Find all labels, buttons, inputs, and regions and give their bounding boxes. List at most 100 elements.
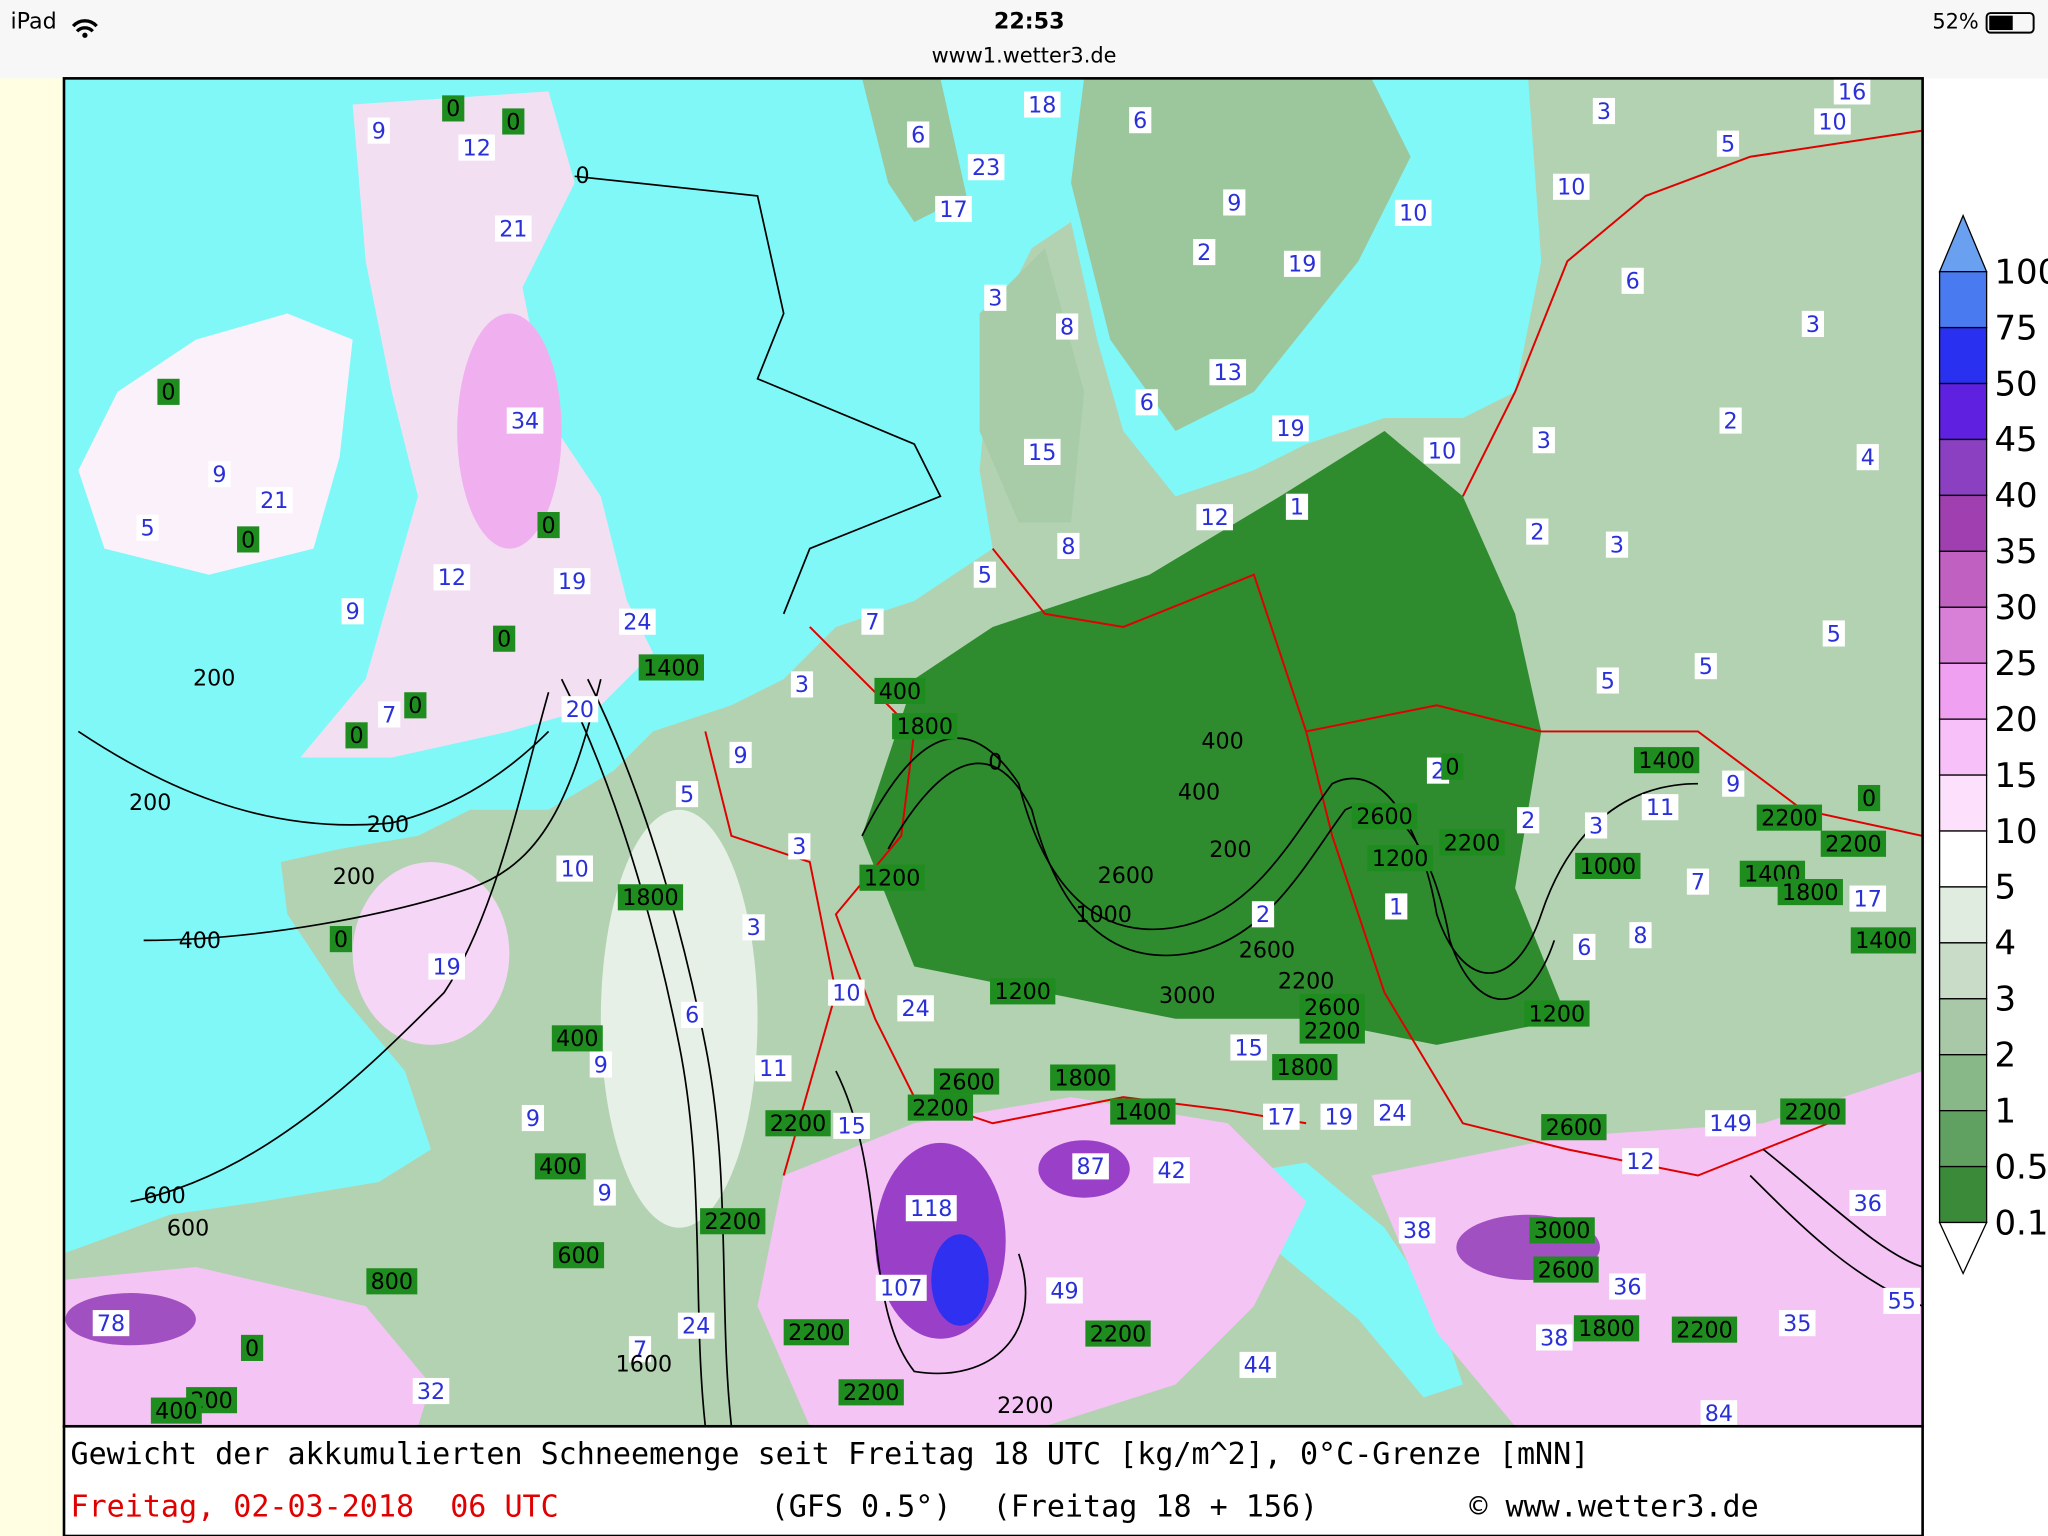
- snow-label: 7: [633, 1337, 647, 1363]
- snow-label: 8: [1633, 923, 1647, 949]
- snow-label-box: [1778, 1310, 1816, 1337]
- contour-label: 3000: [1534, 1218, 1590, 1244]
- isoline-label: 400: [1178, 779, 1220, 805]
- contour-label-box: [1351, 803, 1418, 830]
- legend-label: 40: [1994, 476, 2037, 516]
- snow-label: 34: [511, 408, 539, 434]
- contour-label-box: [150, 1397, 202, 1424]
- snow-label-box: [1596, 667, 1619, 694]
- contour-label-box: [1575, 852, 1641, 880]
- contour-label-box: [1777, 879, 1843, 906]
- snow-label: 3: [988, 286, 1002, 312]
- legend-swatch: [1938, 550, 1988, 608]
- snow-label-box: [1584, 812, 1608, 839]
- snow-label-box: [1223, 189, 1246, 216]
- snow-label: 20: [566, 697, 594, 723]
- snow-label: 12: [1626, 1149, 1654, 1175]
- snow-label: 10: [832, 980, 860, 1006]
- legend-label: 1: [1994, 1091, 2016, 1131]
- legend-label: 30: [1994, 588, 2037, 628]
- snow-label-box: [1057, 532, 1080, 560]
- snow-label-box: [1398, 1217, 1436, 1244]
- snow-label-box: [1196, 504, 1233, 531]
- legend-label: 5: [1994, 868, 2016, 908]
- contour-label-box: [700, 1208, 766, 1235]
- isoline-label: 400: [179, 928, 221, 954]
- snow-label: 3: [792, 834, 806, 860]
- snow-label-box: [1716, 130, 1740, 157]
- contour-label: 2200: [1825, 832, 1881, 858]
- snow-label-box: [1526, 518, 1549, 545]
- wifi-icon: [71, 19, 98, 33]
- contour-label-box: [1857, 784, 1881, 812]
- snow-label: 19: [433, 954, 461, 980]
- snow-label: 10: [561, 856, 589, 882]
- snow-label-box: [1320, 1103, 1358, 1130]
- snow-label: 17: [939, 197, 967, 223]
- contour-label: 1800: [1782, 880, 1838, 906]
- isoline-label: 600: [143, 1183, 185, 1209]
- snow-label: 5: [141, 516, 155, 542]
- snow-label-box: [1532, 427, 1555, 454]
- snow-label: 2: [1724, 408, 1738, 434]
- contour-label: 400: [155, 1398, 197, 1424]
- snow-label: 21: [260, 488, 288, 514]
- snow-label: 3: [795, 672, 809, 698]
- legend-label: 20: [1994, 700, 2037, 740]
- snow-label: 84: [1705, 1401, 1733, 1427]
- contour-label-box: [1441, 753, 1464, 780]
- url[interactable]: www1.wetter3.de: [932, 44, 1117, 68]
- snow-label-box: [1517, 807, 1540, 834]
- snow-label-box: [861, 608, 884, 635]
- snow-label-box: [412, 1377, 450, 1405]
- side-strip: [0, 78, 63, 1536]
- snow-label-box: [208, 461, 231, 488]
- contour-label-box: [366, 1268, 418, 1295]
- legend-swatch: [1938, 830, 1988, 888]
- snow-label: 1: [1290, 495, 1304, 521]
- contour-label-box: [859, 864, 925, 891]
- snow-label-box: [92, 1310, 130, 1337]
- snow-label-box: [521, 1104, 544, 1132]
- snow-label-box: [742, 914, 765, 941]
- contour-label-box: [765, 1110, 831, 1137]
- snow-label-box: [1193, 239, 1216, 266]
- contour-label: 1800: [1055, 1065, 1111, 1091]
- snow-label: 2: [1530, 519, 1544, 545]
- caption-title: Gewicht der akkumulierten Schneemenge se…: [71, 1437, 1590, 1472]
- battery-percent: 52%: [1932, 10, 1978, 34]
- snow-label-box: [681, 1001, 704, 1028]
- contour-label-box: [1050, 1064, 1116, 1091]
- snow-label-box: [561, 696, 599, 723]
- snow-label: 15: [837, 1114, 865, 1140]
- snow-label-box: [378, 701, 401, 728]
- legend-label: 45: [1994, 420, 2037, 460]
- legend-label: 10: [1994, 812, 2037, 852]
- snow-label: 38: [1540, 1325, 1568, 1351]
- snow-label-box: [1629, 922, 1652, 949]
- legend-label: 3: [1994, 980, 2016, 1020]
- snow-label-box: [984, 284, 1007, 311]
- snow-label: 10: [1399, 201, 1427, 227]
- snow-label-box: [1605, 531, 1629, 558]
- contour-label: 1400: [1855, 928, 1911, 954]
- contour-label: 1800: [622, 885, 678, 911]
- isoline-label: 2600: [1239, 937, 1295, 963]
- legend-label: 4: [1994, 924, 2016, 964]
- isoline-label: 0: [575, 163, 589, 189]
- snow-label: 24: [623, 610, 651, 636]
- contour-label: 1400: [643, 655, 699, 681]
- snow-label-box: [675, 781, 699, 808]
- legend-label: 100: [1994, 252, 2048, 292]
- contour-label-box: [553, 1242, 605, 1269]
- snow-label-box: [1283, 250, 1321, 277]
- legend-label: 0.1: [1994, 1203, 2048, 1243]
- snow-label: 18: [1028, 92, 1056, 118]
- snow-label-box: [1592, 97, 1616, 125]
- contour-label: 0: [161, 380, 175, 406]
- isoline-label: 2200: [1278, 969, 1334, 995]
- contour-label: 0: [245, 1336, 259, 1362]
